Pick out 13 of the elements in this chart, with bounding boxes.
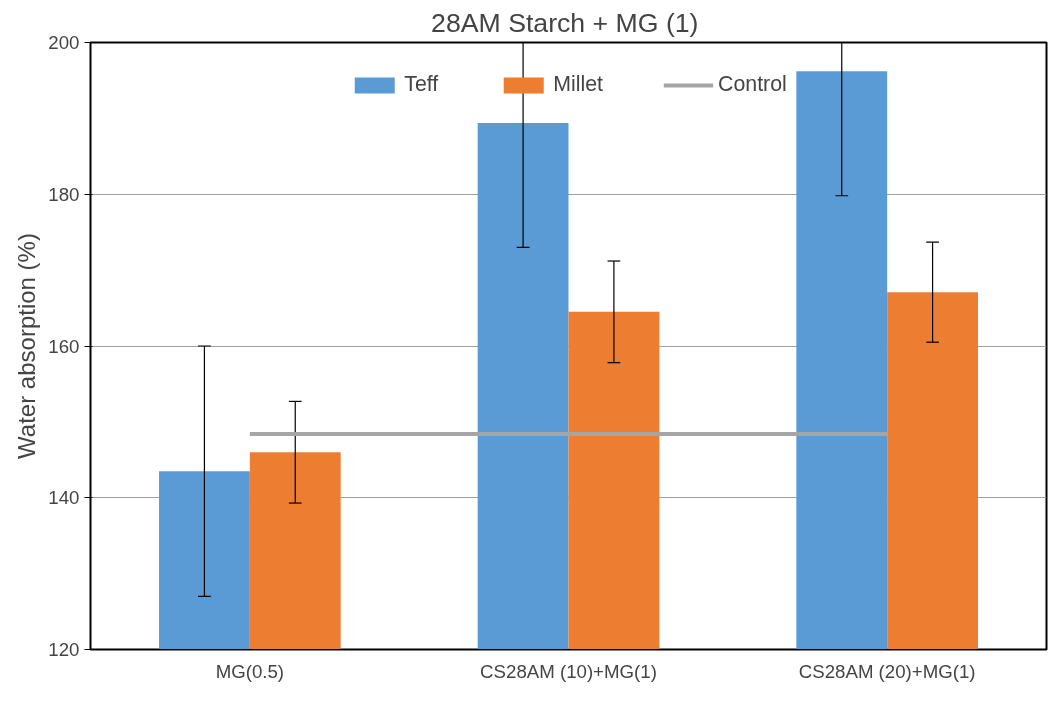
y-tick-label: 160 bbox=[48, 335, 80, 357]
y-tick-label: 120 bbox=[48, 639, 80, 660]
x-tick-label: CS28AM (10)+MG(1) bbox=[480, 660, 657, 682]
legend-label: Millet bbox=[553, 72, 604, 97]
x-tick-label: CS28AM (20)+MG(1) bbox=[798, 660, 976, 682]
y-axis-title: Water absorption (%) bbox=[13, 233, 41, 459]
y-tick-label: 140 bbox=[48, 487, 80, 509]
y-tick-label: 200 bbox=[48, 32, 80, 53]
y-tick-label: 180 bbox=[48, 183, 80, 205]
legend-label: Teff bbox=[404, 72, 439, 97]
legend-label: Control bbox=[718, 72, 787, 97]
x-tick-label: MG(0.5) bbox=[215, 660, 285, 682]
chart-title: 28AM Starch + MG (1) bbox=[431, 7, 699, 38]
